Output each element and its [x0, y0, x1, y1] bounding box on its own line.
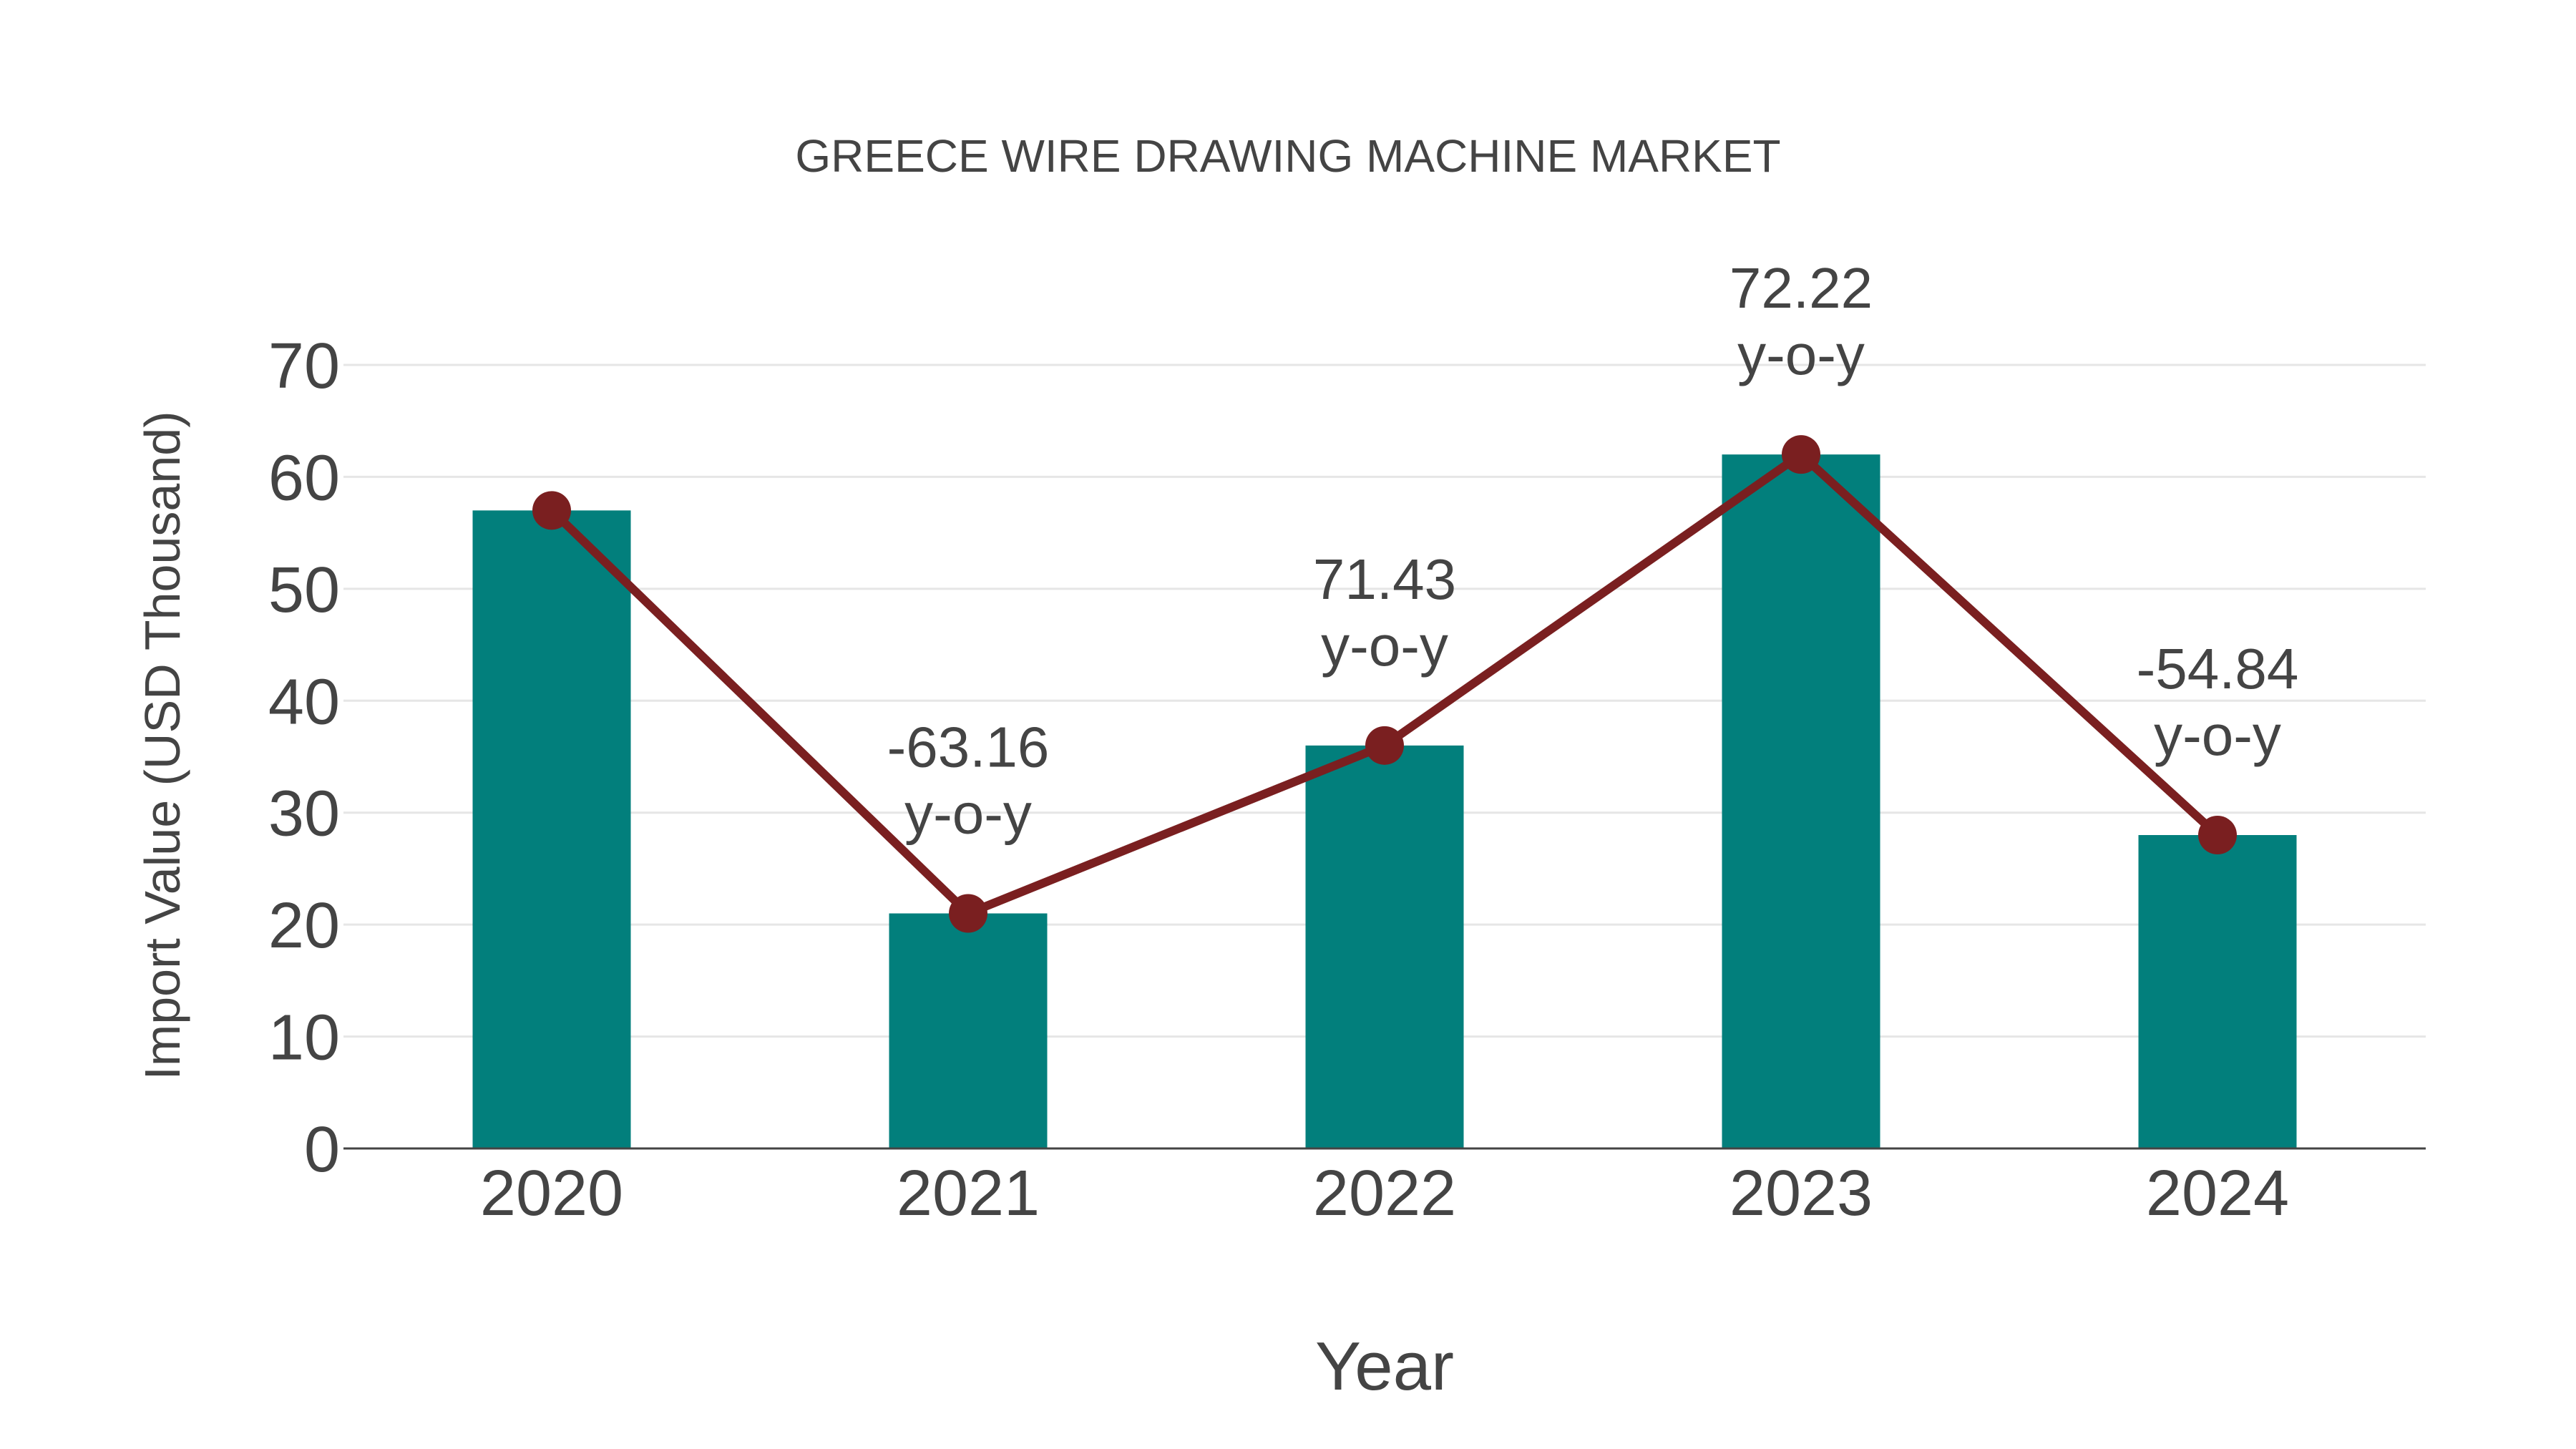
y-axis-ticks: 0 10 20 30 40 50 60 70: [268, 331, 340, 1186]
yoy-value: 72.22: [1729, 256, 1873, 320]
x-tick-label: 2024: [2146, 1158, 2289, 1229]
x-tick-label: 2020: [480, 1158, 623, 1229]
yoy-value: -54.84: [2137, 637, 2299, 701]
x-tick-label: 2021: [897, 1158, 1040, 1229]
x-axis-ticks: 2020 2021 2022 2023 2024: [480, 1158, 2289, 1229]
line-markers: [532, 435, 2237, 933]
marker-dot: [1782, 435, 1820, 474]
x-tick-label: 2022: [1313, 1158, 1456, 1229]
yoy-annotations: -63.16y-o-y71.43y-o-y72.22y-o-y-54.84y-o…: [887, 256, 2299, 845]
yoy-value: -63.16: [887, 716, 1050, 779]
yoy-value: 71.43: [1313, 547, 1456, 611]
x-axis-title: Year: [1315, 1328, 1454, 1405]
marker-dot: [2198, 816, 2237, 854]
bar: [2138, 835, 2297, 1148]
x-tick-label: 2023: [1729, 1158, 1873, 1229]
marker-dot: [949, 894, 987, 933]
y-tick-label: 10: [268, 1002, 340, 1074]
yoy-suffix: y-o-y: [904, 782, 1032, 846]
y-tick-label: 60: [268, 442, 340, 514]
y-tick-label: 20: [268, 890, 340, 962]
bar: [1305, 745, 1464, 1148]
yoy-suffix: y-o-y: [1737, 323, 1865, 386]
y-tick-label: 70: [268, 331, 340, 402]
marker-dot: [1365, 726, 1404, 765]
y-tick-label: 40: [268, 666, 340, 738]
y-tick-label: 50: [268, 555, 340, 626]
y-axis-title: Import Value (USD Thousand): [135, 411, 190, 1080]
yoy-suffix: y-o-y: [1321, 614, 1448, 678]
yoy-suffix: y-o-y: [2154, 703, 2281, 767]
bar: [889, 913, 1048, 1148]
bar: [1722, 454, 1880, 1148]
y-tick-label: 0: [304, 1114, 340, 1186]
y-tick-label: 30: [268, 779, 340, 850]
chart-title: GREECE WIRE DRAWING MACHINE MARKET: [795, 130, 1780, 182]
marker-dot: [532, 491, 571, 530]
bar: [472, 510, 631, 1148]
bar-series: [472, 454, 2297, 1148]
